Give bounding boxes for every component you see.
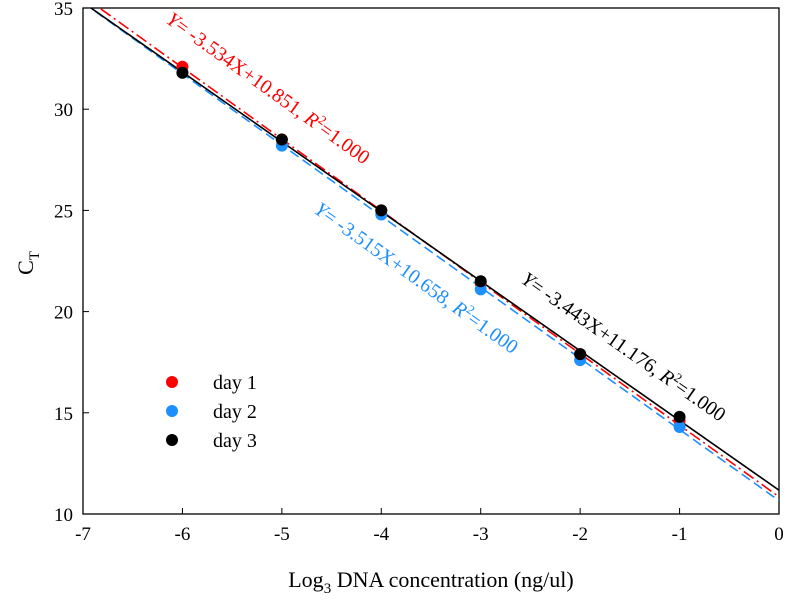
fit-equation-part: =1.000 (463, 308, 522, 359)
legend-label: day 2 (213, 401, 257, 423)
legend-label: day 1 (213, 372, 257, 394)
x-tick-label: -4 (373, 524, 389, 545)
y-tick-label: 20 (54, 303, 73, 324)
fit-equation-part: = -3.515X+10.658, (319, 205, 461, 315)
x-tick-label: -6 (175, 524, 191, 545)
fit-equation-part: =1.000 (315, 118, 374, 169)
y-tick-label: 35 (54, 0, 73, 20)
fit-equation: Y= -3.443X+11.176, R2=1.000 (517, 266, 731, 427)
fit-line-day-2 (89, 8, 779, 502)
x-tick-label: -1 (672, 524, 688, 545)
y-tick-label: 25 (54, 201, 73, 222)
fit-line-day-3 (89, 8, 779, 491)
data-point-day-2 (673, 420, 686, 433)
plot-area (89, 8, 779, 502)
y-axis-label-part: T (27, 251, 43, 260)
data-point-day-3 (574, 348, 587, 361)
fit-equation-part: = -3.534X+10.851, (171, 15, 313, 126)
x-axis-label-part: DNA concentration (ng/ul) (331, 567, 574, 592)
data-point-day-3 (176, 66, 189, 79)
x-axis-label: Log3 DNA concentration (ng/ul) (288, 567, 574, 597)
x-tick-label: -5 (274, 524, 290, 545)
x-tick-label: -7 (75, 524, 91, 545)
x-axis-label-part: 3 (324, 581, 332, 597)
x-tick-label: -2 (572, 524, 588, 545)
y-axis-label-part: C (13, 260, 38, 275)
data-point-day-3 (474, 275, 487, 288)
legend-marker (166, 434, 178, 446)
y-tick-label: 15 (54, 404, 73, 425)
data-point-day-3 (275, 133, 288, 146)
data-point-day-3 (375, 204, 388, 217)
x-tick-label: 0 (774, 524, 784, 545)
data-point-day-3 (673, 410, 686, 423)
x-tick-label: -3 (473, 524, 489, 545)
fit-equation: Y= -3.515X+10.658, R2=1.000 (310, 196, 524, 359)
y-tick-label: 10 (54, 505, 73, 526)
y-axis-label: CT (13, 251, 43, 275)
y-tick-label: 30 (54, 100, 73, 121)
legend-marker (166, 405, 178, 417)
legend-marker (166, 376, 178, 388)
legend-label: day 3 (213, 430, 257, 452)
fit-equation: Y= -3.534X+10.851, R2=1.000 (162, 6, 375, 169)
x-axis-label-part: Log (288, 567, 323, 592)
plot-frame (82, 7, 780, 515)
